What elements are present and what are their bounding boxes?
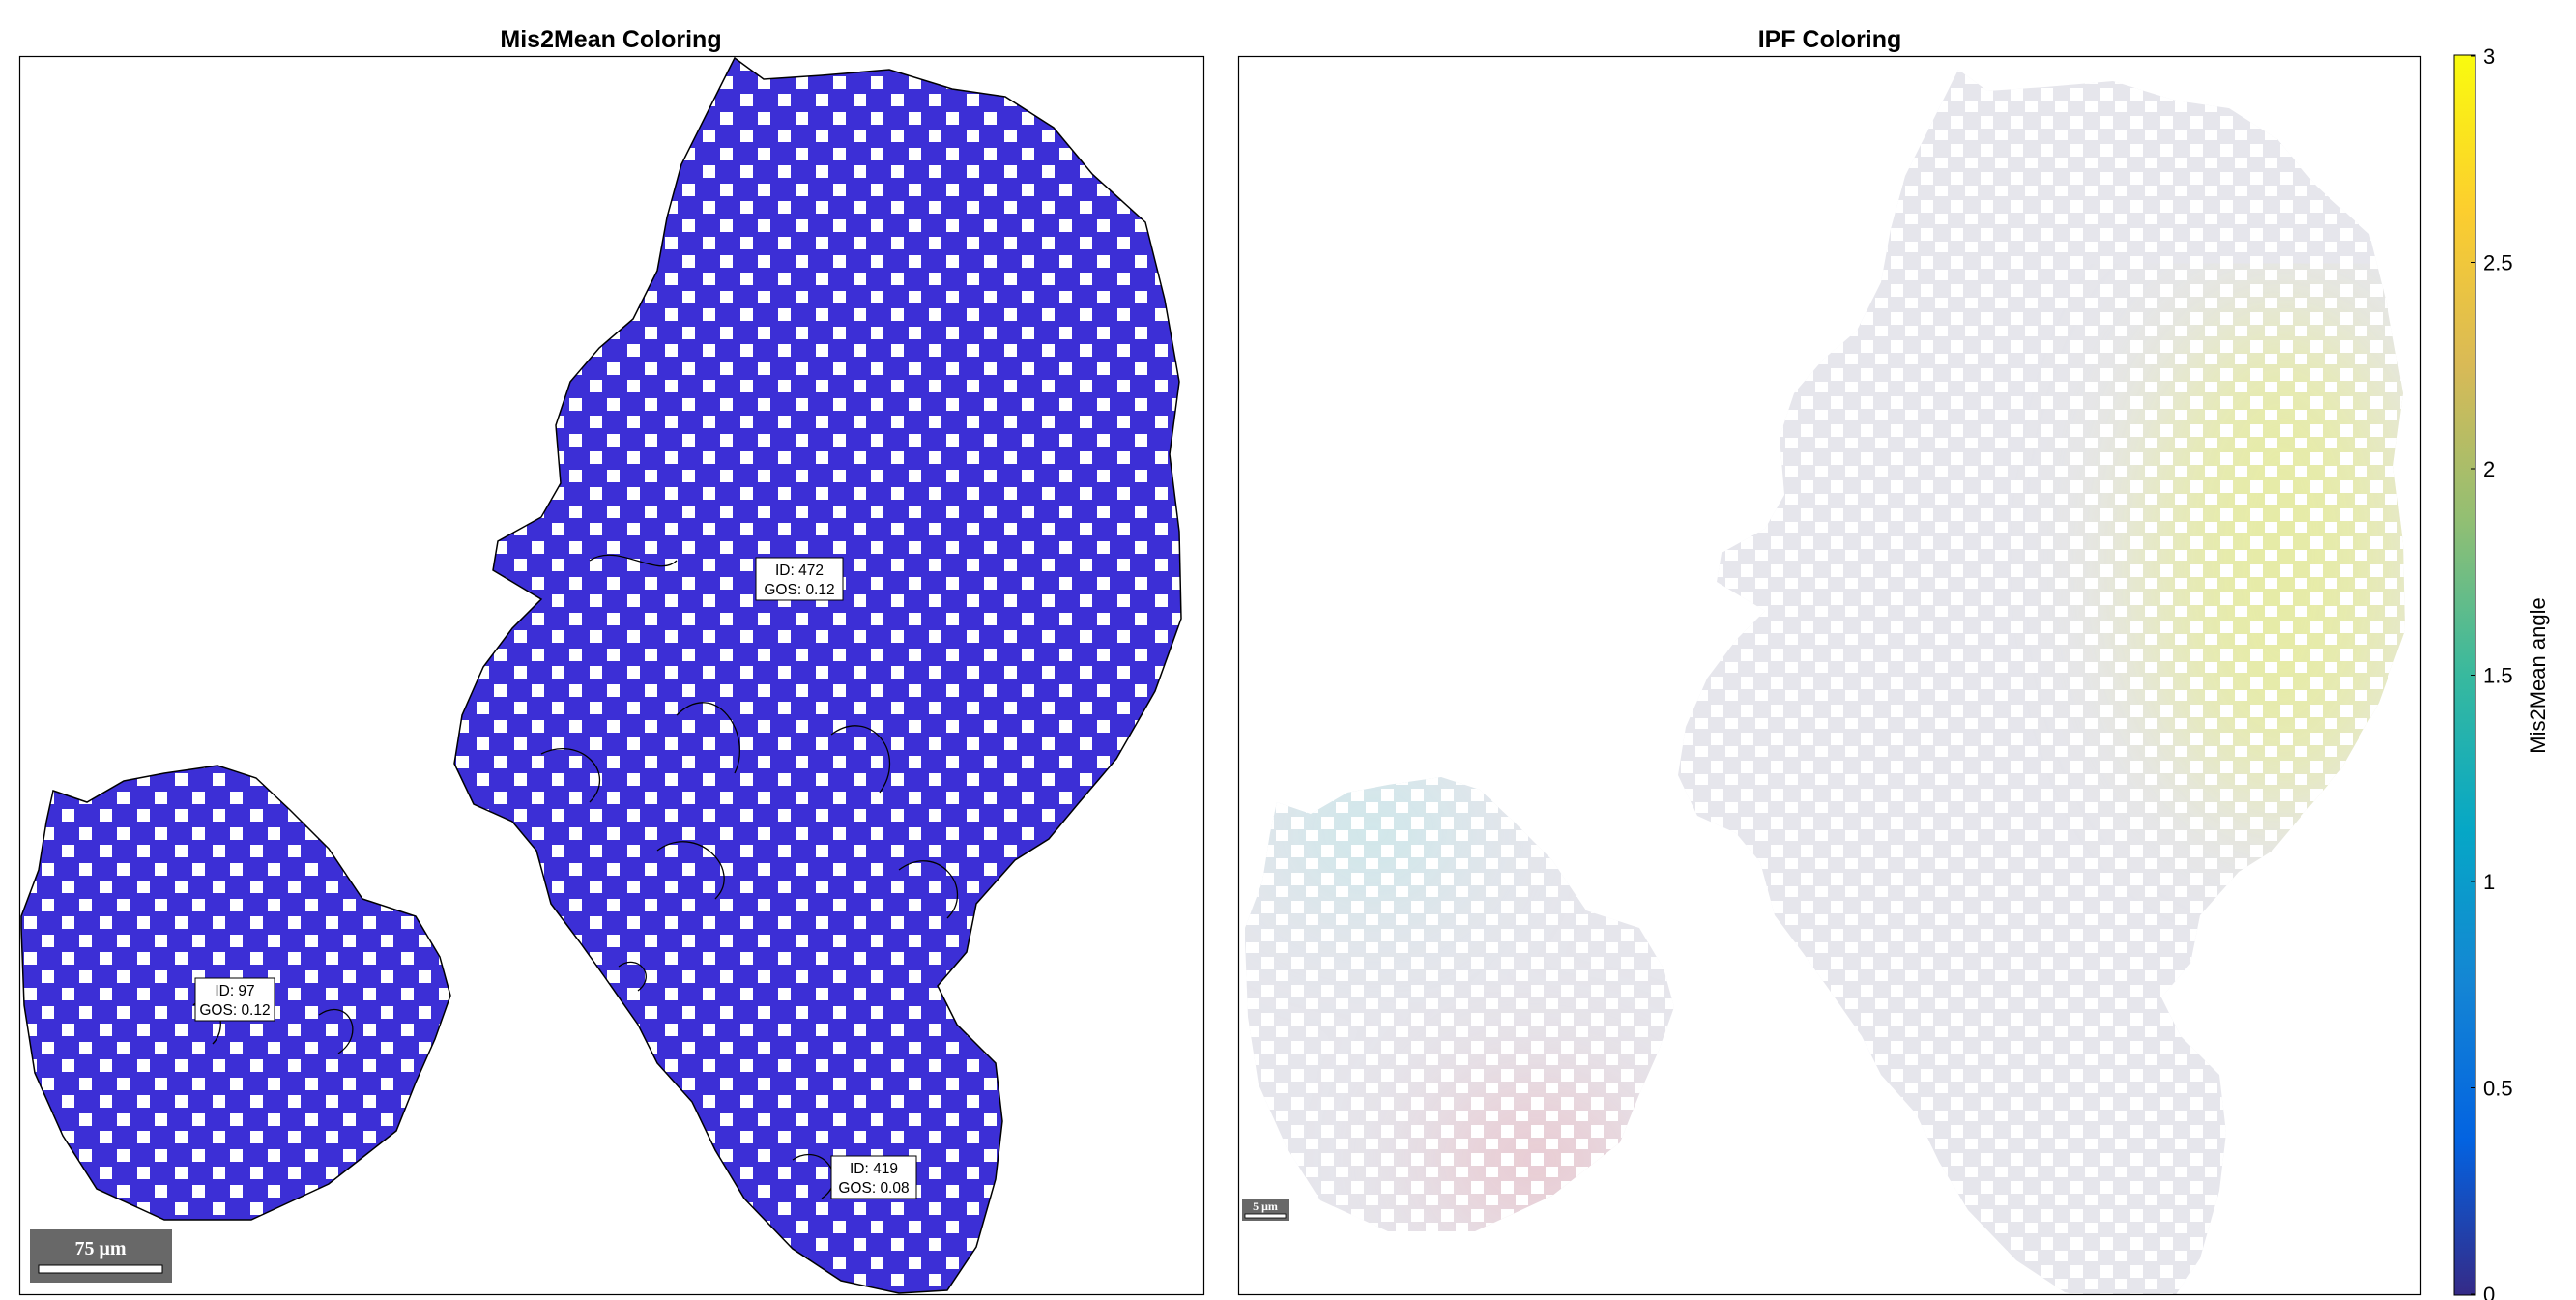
colorbar-tick-label: 1.5 xyxy=(2483,664,2513,688)
grain-label-472: ID: 472 GOS: 0.12 xyxy=(755,557,844,601)
right-axes-box xyxy=(1237,55,2422,1296)
left-scalebar-label: 75 μm xyxy=(75,1238,127,1259)
mis2mean-speckle xyxy=(21,58,1181,1293)
grain-label-419: ID: 419 GOS: 0.08 xyxy=(830,1155,917,1199)
left-scalebar: 75 μm xyxy=(30,1229,172,1283)
grain-97-id: ID: 97 xyxy=(215,983,254,999)
ipf-speckle xyxy=(1245,70,2405,1295)
colorbar-tick-label: 2.5 xyxy=(2483,251,2513,275)
grain-472-id: ID: 472 xyxy=(775,563,824,579)
colorbar-tick-label: 0.5 xyxy=(2483,1077,2513,1101)
grain-472-gos: GOS: 0.12 xyxy=(764,582,834,598)
grain-419-gos: GOS: 0.08 xyxy=(838,1180,909,1197)
grain-97-gos: GOS: 0.12 xyxy=(199,1002,270,1019)
left-map: ID: 97 GOS: 0.12 ID: 472 GOS: 0.12 ID: 4… xyxy=(20,57,1182,1294)
colorbar-tick-label: 3 xyxy=(2483,44,2495,69)
colorbar-label: Mis2Mean angle xyxy=(2526,597,2550,753)
left-panel-title: Mis2Mean Coloring xyxy=(500,26,721,53)
colorbar: 0 0.5 1 1.5 2 2.5 3 Mis2Mean angle xyxy=(2453,44,2550,1300)
colorbar-tick-label: 2 xyxy=(2483,457,2495,481)
grain-419-id: ID: 419 xyxy=(850,1161,898,1177)
right-scalebar-label: 5 μm xyxy=(1253,1199,1278,1213)
grain-label-97: ID: 97 GOS: 0.12 xyxy=(194,977,275,1022)
right-map: 5 μm xyxy=(1242,70,2405,1295)
colorbar-tick-label: 0 xyxy=(2483,1283,2495,1300)
colorbar-tick-label: 1 xyxy=(2483,870,2495,894)
left-axes-box xyxy=(18,55,1205,1296)
right-scalebar: 5 μm xyxy=(1242,1199,1289,1221)
colorbar-ticks: 0 0.5 1 1.5 2 2.5 3 xyxy=(2471,44,2513,1300)
right-panel-title: IPF Coloring xyxy=(1758,26,1902,53)
